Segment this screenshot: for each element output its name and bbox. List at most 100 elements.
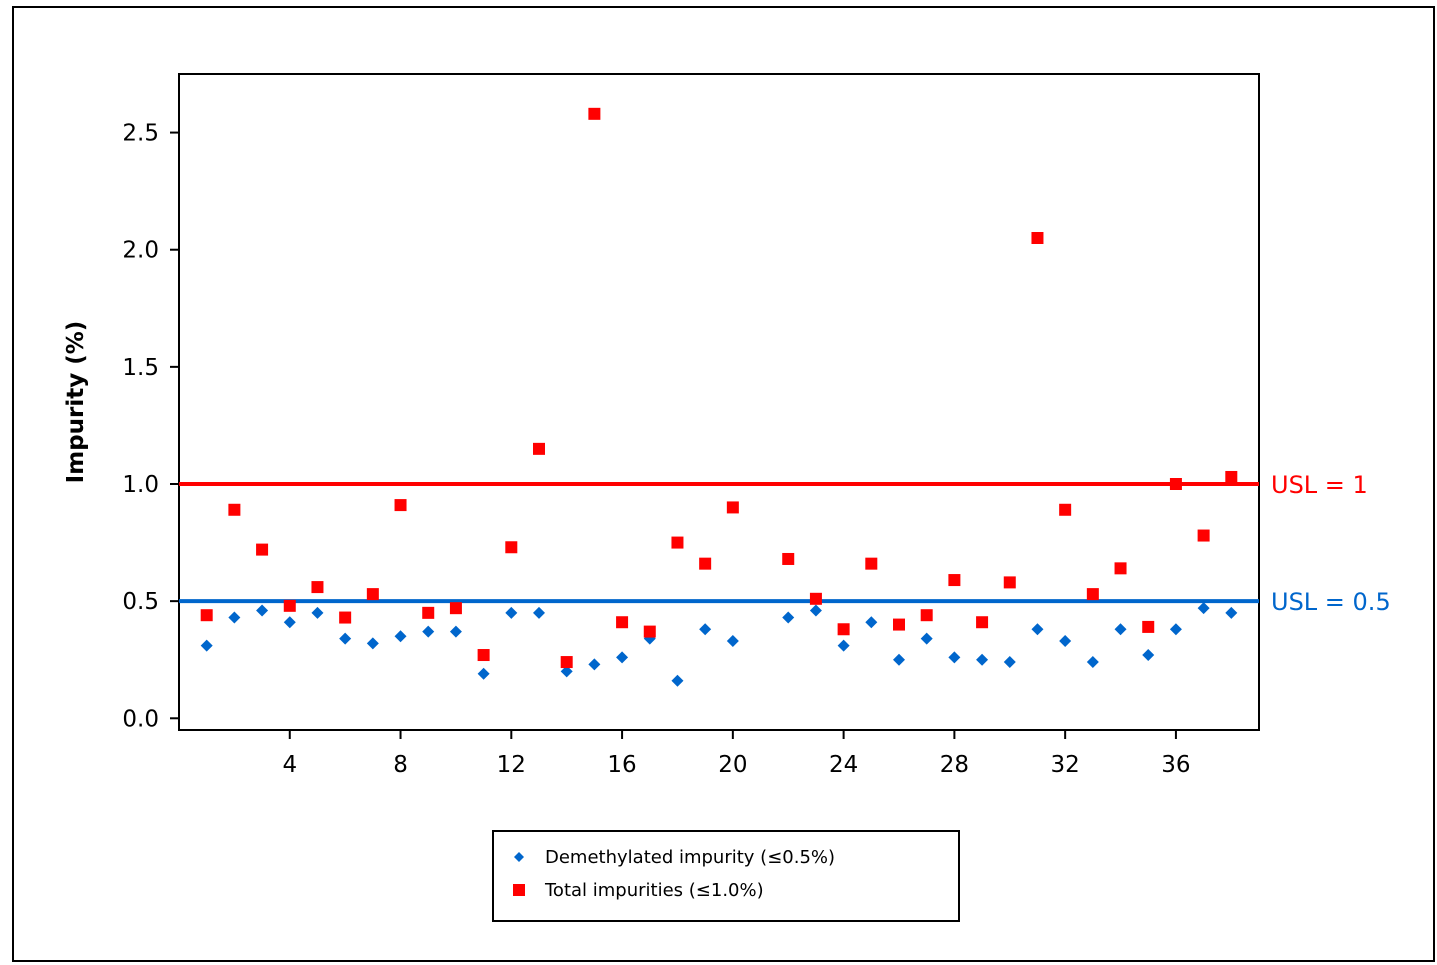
demethylated-impurity-point [1225,606,1238,619]
total-impurity-point [1225,470,1238,483]
demethylated-impurity-point [1003,656,1016,669]
demethylated-impurity-point [311,606,324,619]
total-impurity-point [283,599,296,612]
total-impurity-point [920,609,933,622]
demethylated-impurity-point [588,658,601,671]
y-tick-label: 0.0 [122,706,159,732]
total-impurity-point [1197,529,1210,542]
demethylated-impurity-point [200,639,213,652]
legend-label: Demethylated impurity (≤0.5%) [545,847,835,868]
total-impurity-point [533,442,545,455]
total-impurity-point [1114,562,1127,575]
demethylated-impurity-point [865,616,878,629]
x-axis: 4 8 12 16 20 24 28 32 36 [282,730,1191,778]
demethylated-impurity-point [699,623,712,636]
demethylated-impurity-point [782,611,795,624]
x-tick-label: 24 [829,752,858,778]
demethylated-impurity-point [533,606,545,619]
total-impurity-point [1003,576,1016,589]
total-impurity-point [366,588,379,601]
y-axis: 0.0 0.5 1.0 1.5 2.0 2.5 [122,121,179,732]
demethylated-impurity-point [809,604,822,617]
total-impurity-point [948,574,961,587]
total-impurity-point [505,541,518,554]
plot-area [178,73,1260,731]
demethylated-impurity-point [339,632,352,645]
total-impurity-point [809,592,822,605]
demethylated-impurity-point [1169,623,1182,636]
demethylated-impurity-point [283,616,296,629]
total-impurity-point [699,557,712,570]
y-tick-label: 0.5 [122,589,159,615]
demethylated-impurity-point [671,674,684,687]
legend: Demethylated impurity (≤0.5%) Total impur… [492,830,960,922]
total-impurity-point [643,625,656,638]
total-impurity-point [1031,232,1044,244]
demethylated-impurity-point [256,604,269,617]
demethylated-impurity-point [616,651,629,664]
demethylated-impurity-point [228,611,241,624]
total-impurity-point [256,543,269,556]
y-tick-label: 2.5 [122,121,159,147]
total-impurity-point [560,656,573,669]
total-impurity-point [893,618,905,631]
legend-square-marker [513,884,525,896]
total-impurity-point [422,606,435,619]
y-axis-title: Impurity (%) [63,321,89,484]
usl-label: USL = 1 [1271,471,1368,499]
legend-label: Total impurities (≤1.0%) [544,880,764,901]
x-tick-label: 12 [497,752,526,778]
total-impurity-point [976,616,989,629]
demethylated-impurity-point [1114,623,1127,636]
demethylated-impurity-point [449,625,462,638]
demethylated-impurity-point [505,606,518,619]
legend-box [492,830,960,922]
usl-label: USL = 0.5 [1271,588,1391,616]
total-impurity-point [837,623,850,636]
demethylated-impurity-point [1059,634,1072,647]
demethylated-impurity-point [948,651,961,664]
x-tick-label: 8 [393,752,408,778]
total-impurity-point [228,503,241,516]
total-impurity-point [865,557,878,570]
x-tick-label: 36 [1161,752,1190,778]
demethylated-impurity-point [1142,649,1155,662]
total-impurity-point [200,609,213,622]
total-impurity-point [588,107,601,120]
x-tick-label: 28 [940,752,969,778]
total-impurity-point [339,611,352,624]
total-impurity-point [449,602,462,615]
x-tick-label: 32 [1051,752,1080,778]
demethylated-impurity-point [477,667,490,680]
data-points [200,107,1238,687]
demethylated-impurity-point [394,630,407,643]
demethylated-impurity-point [837,639,850,652]
total-impurity-point [782,552,795,565]
total-impurity-point [311,581,324,594]
total-impurity-point [1086,588,1099,601]
total-impurity-point [477,649,490,662]
demethylated-impurity-point [560,665,573,678]
y-tick-label: 1.0 [122,472,159,498]
demethylated-impurity-point [1031,623,1044,636]
total-impurity-point [671,536,684,549]
total-impurity-point [394,499,407,512]
y-tick-label: 1.5 [122,355,159,381]
total-impurity-point [726,501,739,514]
demethylated-impurity-point [1086,656,1099,669]
x-tick-label: 4 [282,752,297,778]
demethylated-impurity-point [422,625,435,638]
total-impurity-point [1169,478,1182,490]
demethylated-impurity-point [976,653,989,666]
x-tick-label: 16 [607,752,636,778]
y-tick-label: 2.0 [122,238,159,264]
total-impurity-point [616,616,629,629]
legend-diamond-marker [514,852,524,862]
total-impurity-point [1059,503,1072,516]
demethylated-impurity-point [920,632,933,645]
reference-lines: USL = 1 USL = 0.5 [179,471,1391,616]
demethylated-impurity-point [366,637,379,650]
demethylated-impurity-point [893,653,905,666]
demethylated-impurity-point [1197,602,1210,615]
